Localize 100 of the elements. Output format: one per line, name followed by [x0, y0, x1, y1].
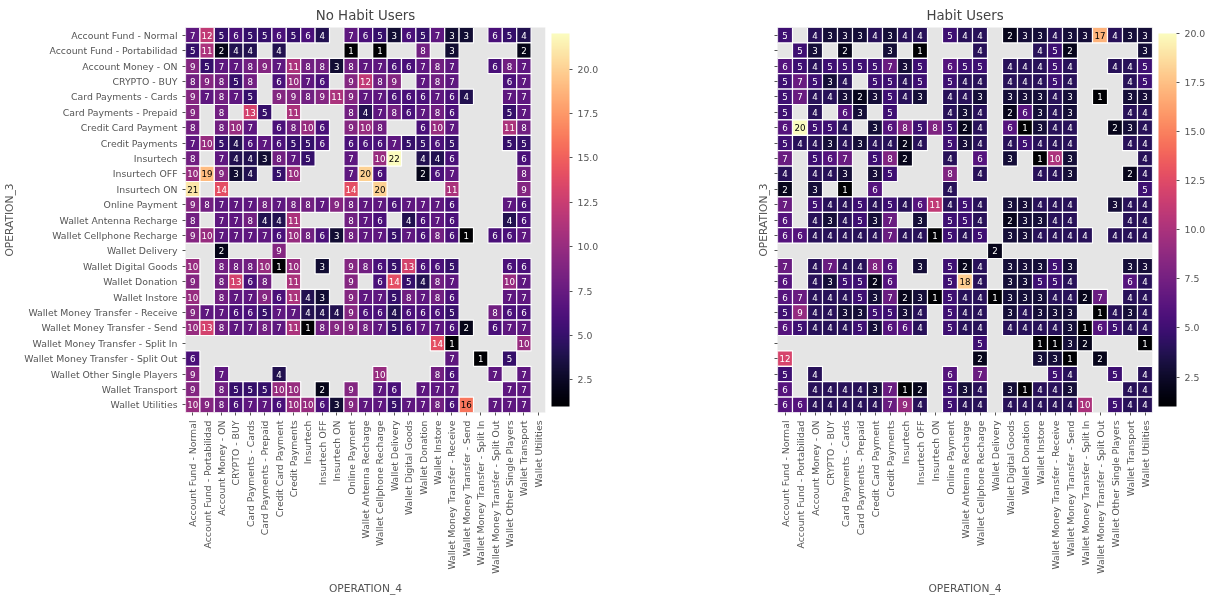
color-bar-label: 2.5 [577, 374, 593, 386]
data-label: 5 [962, 61, 968, 72]
color-bar-label: 5.0 [577, 329, 593, 341]
data-label: 20 [374, 184, 386, 195]
data-label: 4 [812, 138, 819, 149]
data-label: 1 [1022, 384, 1028, 395]
data-label: 7 [797, 76, 803, 87]
data-label: 5 [887, 76, 893, 87]
data-label: 3 [1052, 307, 1058, 318]
x-tick-label: Account Money - ON [809, 420, 821, 516]
data-label: 8 [247, 215, 254, 226]
data-label: 4 [1067, 277, 1074, 288]
data-label: 3 [872, 323, 878, 334]
y-tick-label: Wallet Delivery [106, 245, 178, 257]
data-label: 7 [362, 400, 369, 411]
data-label: 7 [405, 400, 412, 411]
data-label: 8 [218, 323, 225, 334]
data-label: 9 [348, 323, 354, 334]
data-label: 10 [287, 169, 300, 180]
data-label: 9 [189, 92, 196, 103]
data-label: 3 [1067, 307, 1073, 318]
data-label: 3 [1022, 200, 1028, 211]
data-label: 4 [1127, 76, 1134, 87]
data-label: 4 [887, 138, 894, 149]
data-label: 7 [782, 200, 788, 211]
data-label: 12 [359, 76, 372, 87]
data-label: 4 [1127, 384, 1134, 395]
data-label: 6 [872, 184, 878, 195]
data-label: 14 [388, 277, 401, 288]
data-label: 4 [947, 184, 954, 195]
data-label: 7 [449, 123, 455, 134]
x-tick-label: Insurtech OFF [316, 420, 328, 486]
data-label: 8 [506, 61, 513, 72]
data-label: 3 [1022, 215, 1028, 226]
data-label: 10 [187, 323, 199, 334]
x-tick-label: Wallet Antenna Recharge [959, 420, 971, 539]
data-label: 1 [842, 184, 848, 195]
data-label: 6 [420, 215, 426, 226]
data-label: 4 [1082, 230, 1089, 241]
data-label: 3 [962, 138, 968, 149]
data-label: 10 [187, 169, 199, 180]
data-label: 6 [420, 230, 426, 241]
data-label: 5 [872, 307, 878, 318]
data-label: 10 [201, 138, 213, 149]
data-label: 3 [827, 277, 833, 288]
data-label: 8 [247, 261, 254, 272]
data-label: 3 [1067, 30, 1073, 41]
data-label: 4 [917, 30, 924, 41]
y-tick-label: Wallet Cellphone Recharge [52, 229, 178, 241]
data-label: 5 [797, 46, 803, 57]
data-label: 20 [794, 123, 806, 134]
data-label: 1 [276, 261, 282, 272]
data-label: 7 [218, 200, 225, 211]
data-label: 5 [812, 76, 818, 87]
data-label: 4 [977, 261, 984, 272]
data-label: 16 [460, 400, 472, 411]
data-label: 7 [420, 107, 426, 118]
data-label: 5 [782, 76, 788, 87]
data-label: 5 [782, 307, 788, 318]
data-label: 4 [1022, 61, 1029, 72]
data-label: 6 [233, 400, 239, 411]
data-label: 3 [333, 230, 340, 241]
data-label: 7 [420, 384, 426, 395]
data-label: 7 [348, 169, 354, 180]
data-label: 6 [506, 307, 513, 318]
data-label: 4 [521, 30, 528, 41]
data-label: 4 [947, 153, 954, 164]
data-label: 4 [233, 46, 240, 57]
data-label: 11 [503, 123, 516, 134]
data-label: 6 [782, 292, 788, 303]
color-bar-label: 20.0 [1184, 28, 1206, 39]
data-label: 4 [405, 215, 412, 226]
data-label: 8 [305, 92, 311, 103]
data-label: 7 [233, 92, 239, 103]
data-label: 5 [1022, 138, 1028, 149]
x-tick-label: Wallet Antenna Recharge [360, 420, 371, 539]
data-label: 4 [842, 200, 849, 211]
data-label: 6 [405, 307, 412, 318]
data-label: 10 [287, 230, 300, 241]
data-label: 6 [391, 61, 398, 72]
data-label: 4 [1037, 323, 1044, 334]
data-label: 14 [215, 184, 228, 195]
data-label: 4 [1112, 30, 1119, 41]
data-label: 5 [1142, 76, 1148, 87]
data-label: 7 [449, 61, 455, 72]
data-label: 8 [947, 169, 953, 180]
data-label: 9 [189, 61, 196, 72]
data-label: 6 [276, 76, 282, 87]
data-label: 8 [189, 76, 196, 87]
data-label: 6 [391, 384, 398, 395]
data-label: 13 [403, 261, 415, 272]
data-label: 4 [420, 277, 427, 288]
data-label: 10 [230, 123, 242, 134]
data-label: 3 [261, 153, 268, 164]
color-bar-label: 10.0 [577, 241, 599, 253]
data-label: 5 [189, 46, 196, 57]
data-label: 10 [287, 261, 300, 272]
data-label: 9 [348, 292, 354, 303]
data-label: 4 [1142, 307, 1149, 318]
data-label: 5 [947, 76, 953, 87]
